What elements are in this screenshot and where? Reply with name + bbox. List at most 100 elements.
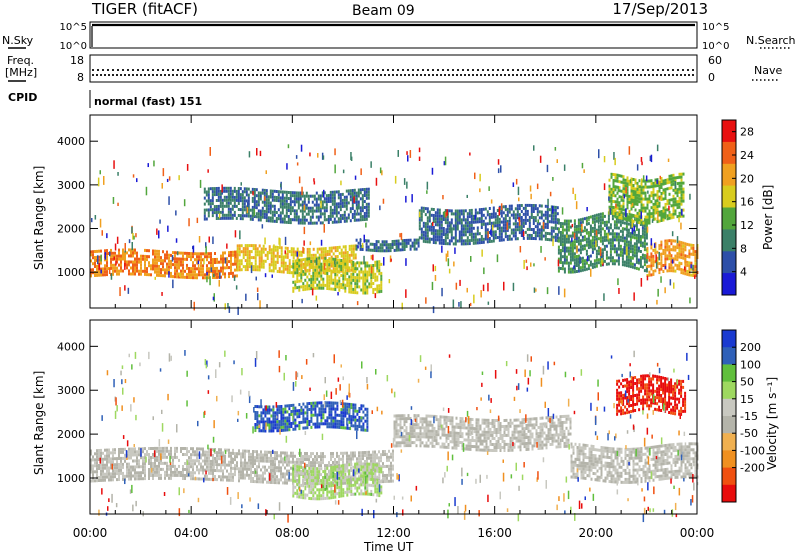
data-cell [136,471,138,474]
data-cell [168,450,170,453]
data-cell [170,471,172,474]
data-cell [638,259,640,262]
data-cell [278,193,280,196]
noise-cell [520,246,522,252]
data-cell [212,208,214,211]
data-cell [226,266,228,269]
data-cell [245,253,247,256]
data-cell [566,247,568,250]
data-cell [576,231,578,234]
data-cell [437,229,439,232]
data-cell [96,479,98,482]
data-cell [237,256,239,259]
data-cell [334,282,336,285]
data-cell [330,194,332,197]
noise-cell [168,196,170,205]
data-cell [682,251,684,254]
data-cell [443,227,445,230]
data-cell [676,243,678,246]
data-cell [455,240,457,243]
data-cell [332,279,334,282]
data-cell [281,249,283,252]
data-cell [578,270,580,273]
data-cell [152,462,154,465]
data-cell [316,216,318,219]
data-cell [451,218,453,221]
data-cell [252,453,254,456]
data-cell [566,250,568,253]
data-cell [158,250,160,253]
data-cell [300,219,302,222]
data-cell [243,247,245,250]
data-cell [588,246,590,249]
data-cell [156,268,158,271]
data-cell [298,274,300,277]
data-cell [334,264,336,267]
data-cell [298,222,300,225]
data-cell [251,250,253,253]
data-cell [319,254,321,257]
data-cell [614,247,616,250]
data-cell [277,252,279,255]
data-cell [188,465,190,468]
data-cell [622,230,624,233]
noise-cell [99,263,101,270]
noise-cell [604,183,606,190]
data-cell [562,225,564,228]
data-cell [142,459,144,462]
data-cell [566,262,568,265]
data-cell [192,462,194,465]
data-cell [309,254,311,257]
data-cell [461,221,463,224]
data-cell [553,227,555,230]
data-cell [212,475,214,478]
noise-cell [566,235,568,238]
noise-cell [526,266,528,270]
data-cell [558,270,560,273]
data-cell [626,240,628,243]
data-cell [182,270,184,273]
data-cell [164,477,166,480]
data-cell [323,253,325,256]
data-cell [106,264,108,267]
data-cell [378,272,380,275]
data-cell [266,216,268,219]
data-cell [670,263,672,266]
data-cell [260,450,262,453]
data-cell [671,204,673,207]
data-cell [190,462,192,465]
noise-cell [487,231,489,238]
noise-cell [297,162,299,165]
data-cell [262,207,264,210]
data-cell [600,216,602,219]
data-cell [414,248,416,251]
data-cell [309,248,311,251]
data-cell [100,250,102,253]
data-cell [208,460,210,463]
data-cell [681,188,683,191]
data-cell [140,267,142,270]
data-cell [162,268,164,271]
data-cell [495,233,497,236]
noise-cell [187,164,189,171]
data-cell [112,267,114,270]
data-cell [204,255,206,258]
data-cell [659,190,661,193]
data-cell [190,267,192,270]
data-cell [212,187,214,190]
data-cell [282,206,284,209]
data-cell [358,195,360,198]
data-cell [338,262,340,265]
data-cell [287,253,289,256]
data-cell [366,289,368,292]
freq-frame [90,55,697,82]
data-cell [463,224,465,227]
data-cell [190,453,192,456]
data-cell [250,209,252,212]
data-cell [306,213,308,216]
data-cell [517,207,519,210]
data-cell [206,255,208,258]
data-cell [419,227,421,230]
data-cell [100,262,102,265]
data-cell [560,252,562,255]
